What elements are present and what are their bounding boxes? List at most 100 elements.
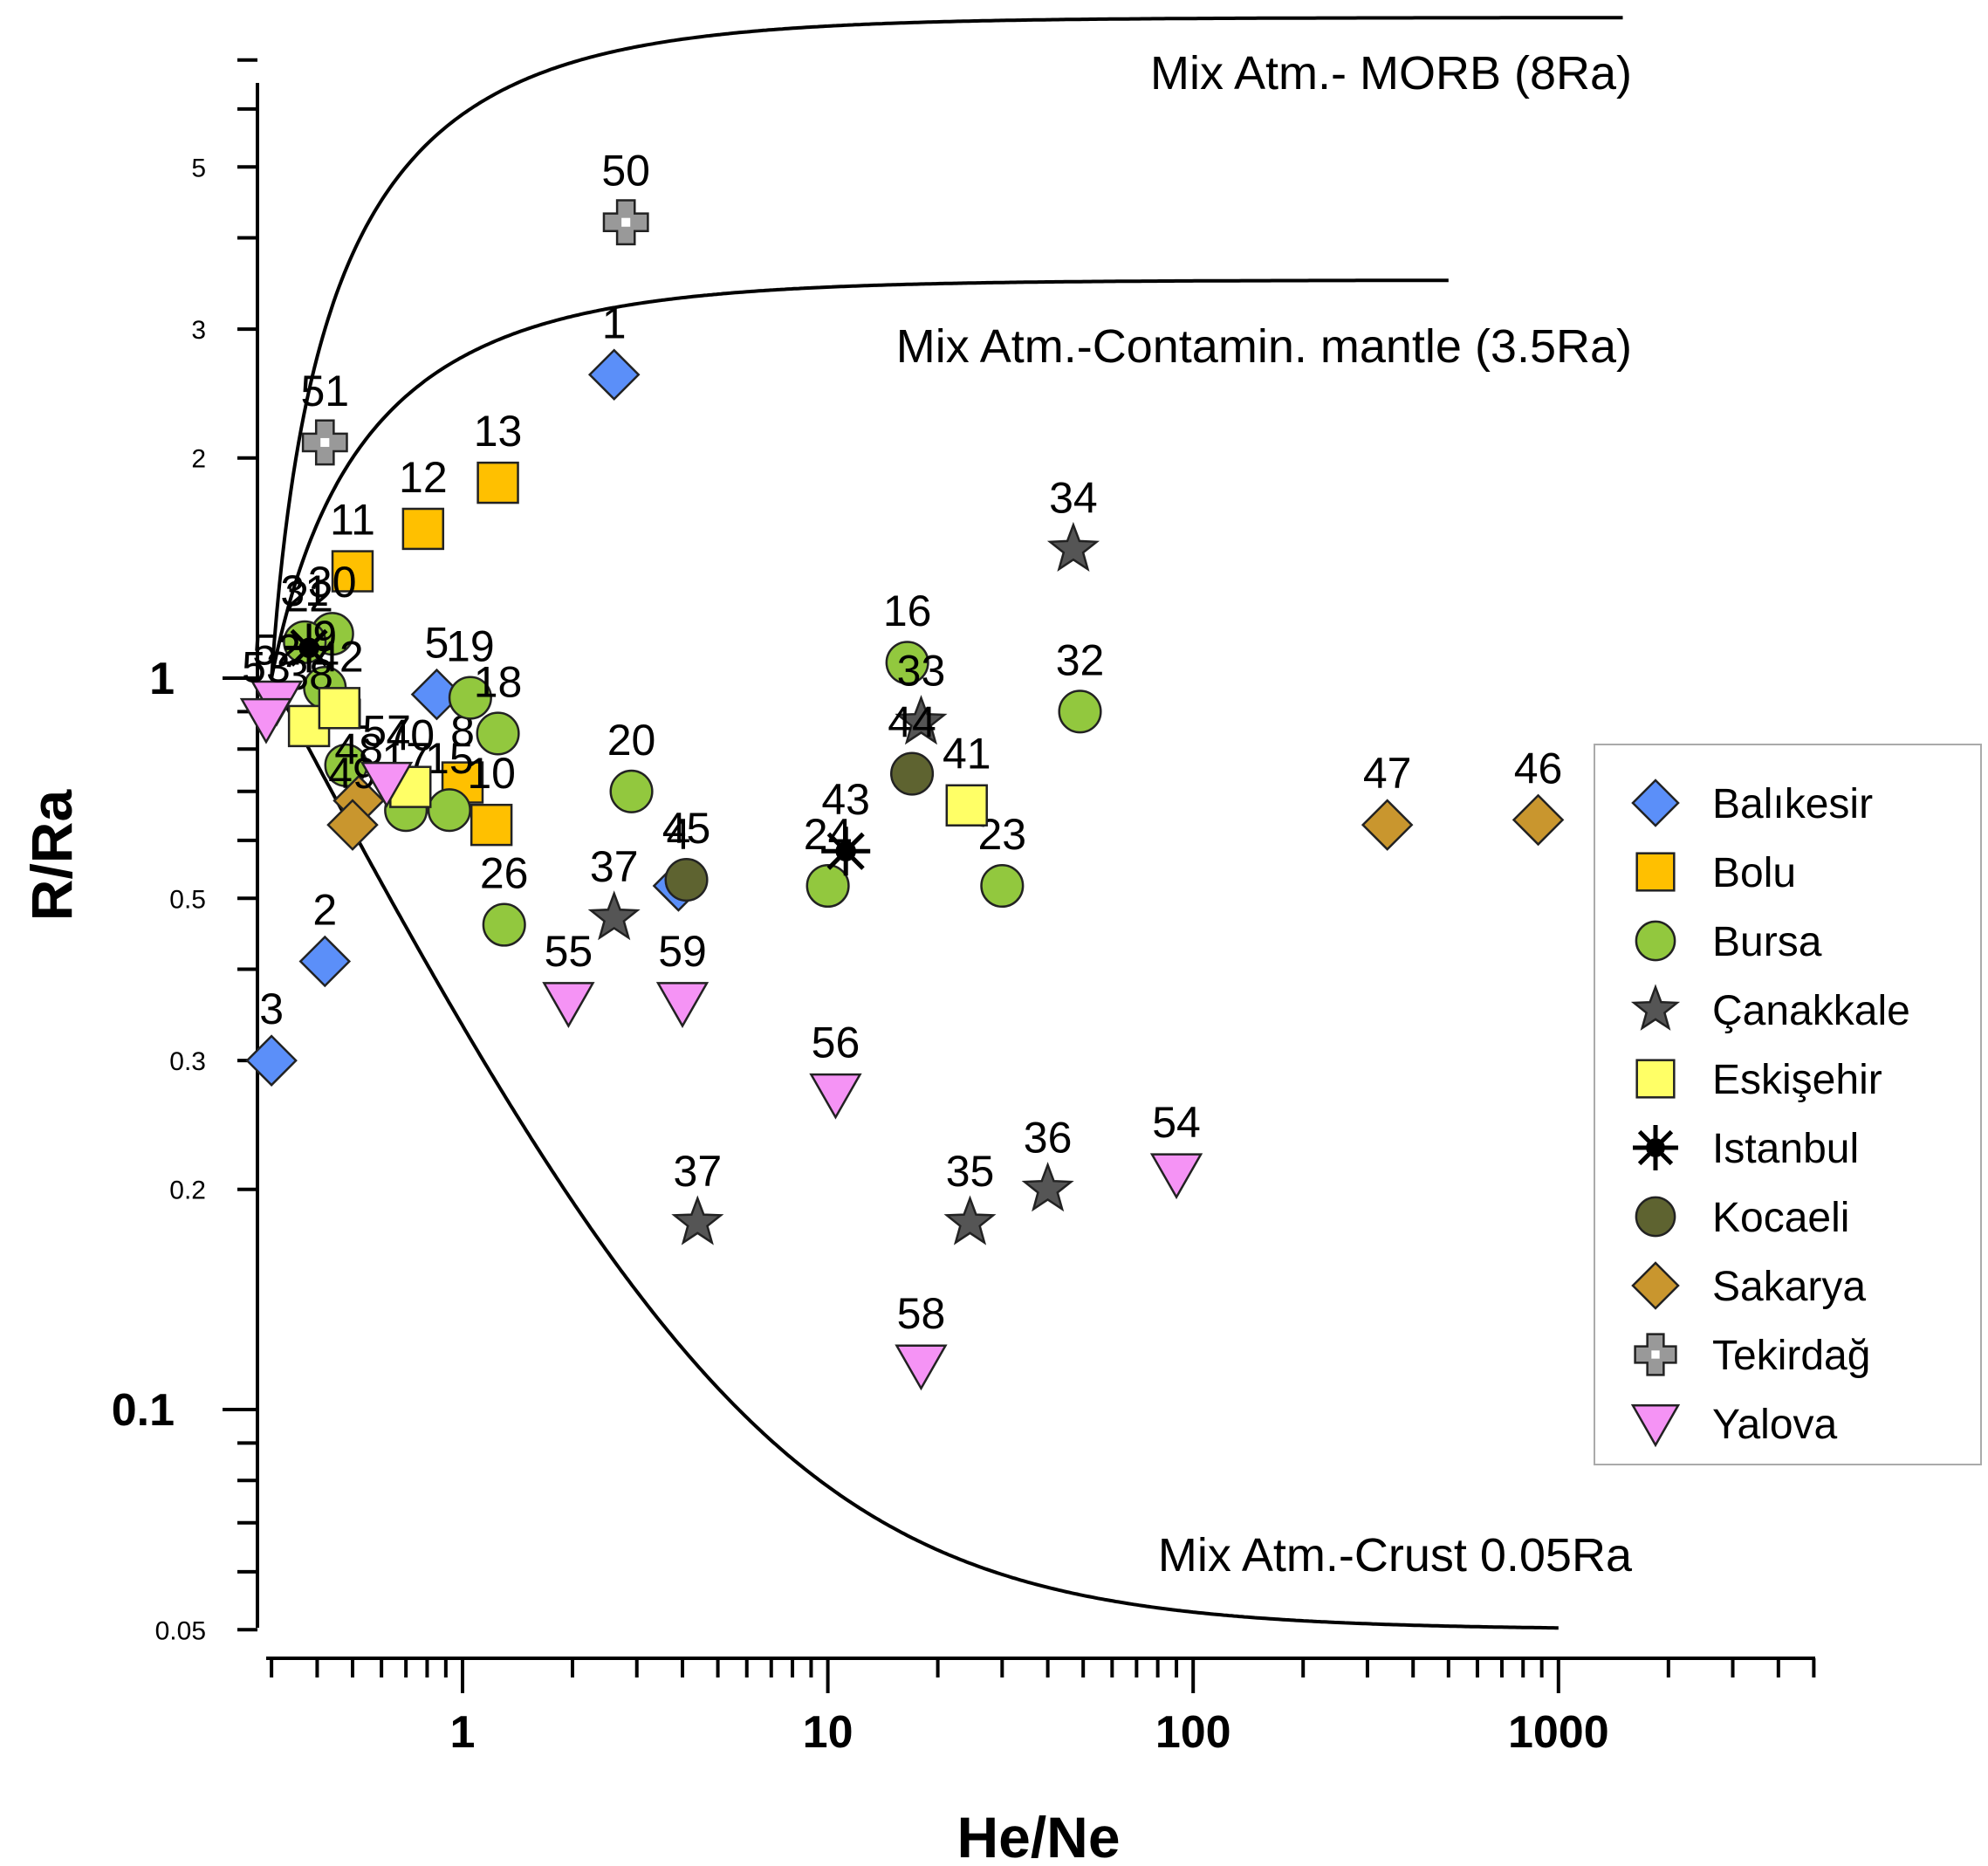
legend-label: Çanakkale (1712, 988, 1910, 1034)
y-tick-label: 5 (191, 154, 206, 182)
triangle-marker (1149, 1153, 1203, 1200)
point-label: 56 (812, 1019, 860, 1067)
x-tick-label: 1000 (1508, 1707, 1609, 1758)
square-marker (945, 784, 988, 827)
circle-marker (1635, 920, 1676, 962)
legend-label: Bolu (1712, 850, 1796, 896)
point-label: 12 (399, 453, 448, 502)
point-label: 26 (480, 849, 529, 898)
point-label: 18 (474, 657, 523, 706)
series-asterisk: 43 22 (284, 572, 871, 876)
point-label: 51 (300, 367, 349, 415)
circle-marker (1058, 689, 1102, 734)
mixing-curve-label: Mix Atm.- MORB (8Ra) (1150, 47, 1632, 99)
point-label: 33 (897, 647, 946, 696)
asterisk-center (835, 840, 856, 862)
point-label: 46 (1514, 744, 1563, 792)
star-marker (1021, 1162, 1074, 1212)
point-label: 11 (330, 496, 375, 545)
y-tick-label: 0.3 (169, 1047, 206, 1076)
diamond-marker (587, 348, 641, 401)
diamond-marker (1512, 793, 1565, 847)
point-label: 16 (883, 587, 932, 635)
circle-marker (448, 676, 492, 720)
point-label: 58 (897, 1289, 946, 1338)
point-label: 40 (386, 711, 435, 760)
x-tick-label: 10 (803, 1707, 853, 1758)
square-marker (1635, 852, 1676, 892)
point-label: 19 (446, 622, 495, 671)
series-cross: 50 51 (300, 147, 650, 466)
point-label: 41 (943, 730, 991, 779)
point-label: 3 (259, 984, 284, 1033)
point-label: 13 (474, 407, 523, 456)
point-label: 30 (308, 558, 357, 607)
triangle-marker (809, 1073, 862, 1120)
point-label: 44 (888, 698, 936, 747)
star-marker (895, 695, 948, 745)
point-label: 32 (1056, 635, 1105, 684)
point-label: 35 (946, 1147, 995, 1196)
x-tick-label: 100 (1155, 1707, 1231, 1758)
point-label: 57 (362, 707, 411, 756)
x-ticks (270, 1658, 1816, 1693)
y-tick-label: 0.05 (155, 1616, 206, 1645)
point-label: 53 (242, 643, 291, 692)
circle-marker (476, 711, 520, 756)
star-marker (587, 890, 641, 941)
triangle-marker (1630, 1403, 1681, 1448)
x-axis-title: He/Ne (956, 1805, 1120, 1866)
point-label: 47 (1363, 749, 1412, 798)
point-label: 54 (1152, 1098, 1201, 1147)
diamond-marker (326, 799, 379, 851)
star-marker (943, 1195, 997, 1245)
point-label: 22 (284, 572, 333, 621)
star-marker (1046, 521, 1100, 573)
mixing-curve (270, 677, 1559, 1630)
point-label: 2 (312, 885, 337, 934)
x-tick-labels: 1 10 100 1000 (450, 1707, 1609, 1758)
point-label: 15 (425, 734, 474, 783)
star-marker (1630, 984, 1681, 1031)
circle-marker (890, 751, 935, 796)
legend-label: Eskişehir (1712, 1057, 1882, 1103)
point-label: 59 (658, 927, 707, 976)
legend-label: Tekirdağ (1712, 1333, 1870, 1379)
data-points: 1235411121381030319191820261715163224232… (239, 147, 1565, 1391)
series-star: 34 33 37 37 35 36 (587, 473, 1100, 1245)
triangle-marker (239, 697, 293, 744)
legend: Balıkesir Bolu Bursa Çanakkale Eskişehir Ista… (1594, 744, 1982, 1465)
y-tick-label: 0.2 (169, 1177, 206, 1205)
point-label: 5 (425, 619, 449, 668)
square-marker (331, 550, 374, 593)
mixing-curve-label: Mix Atm.-Contamin. mantle (3.5Ra) (896, 320, 1632, 373)
point-label: 42 (315, 632, 364, 681)
legend-label: Yalova (1712, 1402, 1838, 1448)
square-marker (401, 507, 445, 551)
star-marker (671, 1195, 724, 1245)
triangle-marker (895, 1344, 948, 1391)
circle-marker (980, 863, 1025, 909)
legend-label: Istanbul (1712, 1126, 1859, 1172)
square-marker (1635, 1059, 1676, 1099)
point-label: 43 (821, 775, 870, 824)
legend-label: Balıkesir (1712, 781, 1873, 827)
asterisk-center (1646, 1138, 1665, 1157)
y-tick-label: 3 (191, 316, 206, 345)
circle-marker (427, 788, 471, 833)
circle-marker (609, 769, 654, 813)
circle-marker (482, 902, 526, 947)
y-tick-label: 0.5 (169, 885, 206, 914)
point-label: 34 (1049, 473, 1098, 522)
y-ticks (223, 58, 257, 1632)
diamond-marker (1631, 779, 1680, 827)
circle-marker (1635, 1196, 1676, 1238)
point-label: 20 (607, 716, 656, 765)
square-marker (476, 461, 519, 504)
point-label: 52 (252, 625, 301, 674)
point-label: 1 (602, 298, 627, 347)
